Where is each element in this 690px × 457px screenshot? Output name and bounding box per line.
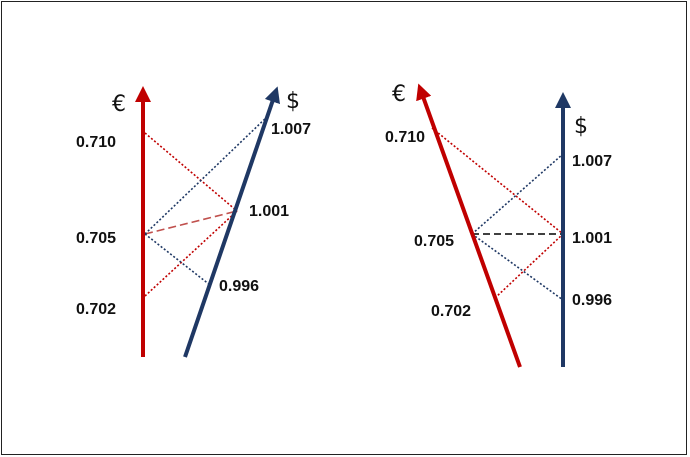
left-dollar-symbol: $: [286, 89, 300, 114]
right-dollar-label: 0.996: [572, 292, 612, 309]
right-link-705-to-1007: [471, 153, 564, 235]
left-dollar-label: 1.001: [249, 203, 289, 220]
right-dollar-label: 1.007: [572, 153, 612, 170]
left-link-705-to-1001: [144, 210, 238, 235]
left-link-705-to-1007: [144, 115, 269, 235]
right-link-705-to-0996: [471, 233, 564, 301]
left-dollar-axis: [183, 86, 280, 358]
left-dollar-label: 1.007: [271, 121, 311, 138]
right-euro-label: 0.710: [385, 129, 425, 146]
left-euro-label: 0.702: [76, 301, 116, 318]
right-link-710-to-1001: [431, 127, 564, 235]
left-euro-label: 0.710: [76, 134, 116, 151]
left-panel: € $ 0.710 0.705 0.702 1.007 1.001 0.996: [76, 86, 311, 358]
right-euro-label: 0.705: [414, 233, 454, 250]
left-link-710-to-1001: [144, 132, 238, 212]
left-euro-label: 0.705: [76, 230, 116, 247]
right-euro-axis: [416, 83, 522, 368]
left-link-705-to-0996: [144, 233, 211, 286]
right-dollar-symbol: $: [574, 114, 588, 139]
right-panel: € $ 0.710 0.705 0.702 1.007 1.001 0.996: [385, 82, 612, 368]
right-dollar-label: 1.001: [572, 230, 612, 247]
left-link-702-to-1001: [144, 210, 238, 297]
right-euro-label: 0.702: [431, 303, 471, 320]
left-euro-symbol: €: [112, 92, 126, 117]
right-link-702-to-1001: [494, 233, 564, 299]
right-euro-symbol: €: [392, 82, 406, 107]
left-dollar-label: 0.996: [219, 278, 259, 295]
